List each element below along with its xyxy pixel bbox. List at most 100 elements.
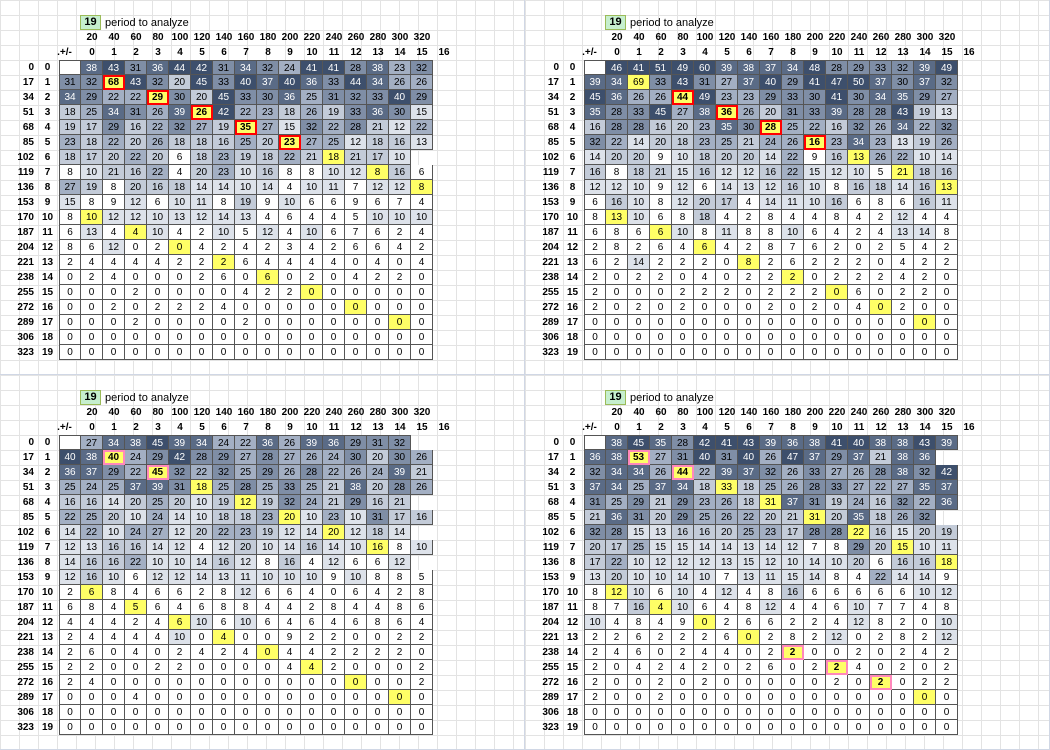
table-cell[interactable]: 0 [235, 270, 257, 285]
table-cell[interactable]: 13 [584, 570, 606, 585]
table-cell[interactable]: 0 [411, 720, 433, 735]
table-cell[interactable]: 10 [628, 585, 650, 600]
table-cell[interactable]: 35 [716, 120, 738, 135]
table-cell[interactable]: 4 [628, 660, 650, 675]
table-cell[interactable]: 8 [389, 540, 411, 555]
table-cell[interactable]: 31 [323, 90, 345, 105]
table-cell[interactable]: 28 [606, 525, 628, 540]
table-cell[interactable]: 8 [59, 165, 81, 180]
table-cell[interactable]: 22 [147, 165, 169, 180]
table-cell[interactable]: 4 [169, 165, 191, 180]
table-cell[interactable]: 29 [628, 495, 650, 510]
table-cell[interactable]: 19 [235, 150, 257, 165]
table-cell[interactable]: 26 [279, 465, 301, 480]
table-cell[interactable]: 0 [870, 300, 892, 315]
table-cell[interactable]: 44 [345, 75, 367, 90]
table-cell[interactable]: 25 [628, 540, 650, 555]
table-cell[interactable]: 0 [279, 300, 301, 315]
table-cell[interactable]: 0 [650, 330, 672, 345]
table-cell[interactable]: 0 [147, 690, 169, 705]
table-cell[interactable]: 0 [848, 315, 870, 330]
table-cell[interactable]: 10 [367, 210, 389, 225]
table-cell[interactable]: 0 [301, 705, 323, 720]
table-cell[interactable]: 39 [914, 60, 936, 75]
table-cell[interactable]: 2 [389, 585, 411, 600]
table-cell[interactable]: 49 [936, 60, 958, 75]
table-cell[interactable]: 0 [235, 630, 257, 645]
table-cell[interactable]: 20 [279, 510, 301, 525]
table-cell[interactable]: 12 [826, 630, 848, 645]
table-cell[interactable]: 10 [936, 615, 958, 630]
table-cell[interactable]: 10 [694, 570, 716, 585]
table-cell[interactable]: 26 [301, 450, 323, 465]
table-cell[interactable]: 4 [191, 645, 213, 660]
table-cell[interactable]: 8 [870, 615, 892, 630]
table-cell[interactable]: 0 [345, 345, 367, 360]
table-cell[interactable]: 32 [279, 495, 301, 510]
table-cell[interactable]: 22 [103, 90, 125, 105]
table-cell[interactable]: 25 [606, 495, 628, 510]
table-cell[interactable] [59, 435, 81, 450]
table-cell[interactable]: 14 [716, 180, 738, 195]
table-cell[interactable]: 0 [650, 645, 672, 660]
table-cell[interactable]: 31 [804, 495, 826, 510]
table-cell[interactable]: 0 [323, 585, 345, 600]
table-cell[interactable]: 0 [606, 345, 628, 360]
table-cell[interactable]: 31 [716, 450, 738, 465]
table-cell[interactable]: 0 [848, 675, 870, 690]
table-cell[interactable]: 10 [103, 525, 125, 540]
table-cell[interactable]: 9 [650, 180, 672, 195]
table-cell[interactable]: 0 [848, 720, 870, 735]
table-cell[interactable]: 11 [760, 570, 782, 585]
table-cell[interactable]: 2 [169, 660, 191, 675]
table-cell[interactable]: 38 [81, 450, 103, 465]
table-cell[interactable]: 0 [389, 285, 411, 300]
table-cell[interactable]: 20 [694, 195, 716, 210]
table-cell[interactable]: 27 [650, 450, 672, 465]
table-cell[interactable]: 12 [235, 585, 257, 600]
table-cell[interactable]: 2 [892, 615, 914, 630]
table-cell[interactable]: 15 [411, 105, 433, 120]
table-cell[interactable]: 0 [59, 285, 81, 300]
table-cell[interactable]: 7 [389, 195, 411, 210]
table-cell[interactable]: 12 [782, 540, 804, 555]
table-cell[interactable]: 10 [147, 225, 169, 240]
table-cell[interactable]: 4 [848, 300, 870, 315]
table-cell[interactable]: 28 [760, 120, 782, 135]
table-cell[interactable]: 0 [191, 660, 213, 675]
table-cell[interactable]: 0 [147, 345, 169, 360]
table-cell[interactable]: 2 [628, 270, 650, 285]
table-cell[interactable]: 0 [367, 315, 389, 330]
table-cell[interactable]: 4 [345, 270, 367, 285]
table-cell[interactable]: 0 [345, 315, 367, 330]
table-cell[interactable]: 27 [848, 480, 870, 495]
table-cell[interactable]: 43 [125, 75, 147, 90]
table-cell[interactable]: 16 [103, 555, 125, 570]
table-cell[interactable]: 13 [892, 225, 914, 240]
table-cell[interactable]: 37 [760, 60, 782, 75]
table-cell[interactable]: 41 [628, 60, 650, 75]
table-cell[interactable]: 10 [914, 540, 936, 555]
table-cell[interactable]: 16 [59, 495, 81, 510]
table-cell[interactable]: 28 [672, 435, 694, 450]
table-cell[interactable]: 20 [650, 510, 672, 525]
table-cell[interactable]: 10 [125, 510, 147, 525]
table-cell[interactable]: 4 [914, 210, 936, 225]
table-cell[interactable]: 4 [169, 600, 191, 615]
table-cell[interactable]: 19 [81, 180, 103, 195]
table-cell[interactable]: 8 [606, 225, 628, 240]
table-cell[interactable]: 0 [716, 720, 738, 735]
table-cell[interactable]: 21 [782, 510, 804, 525]
table-cell[interactable]: 16 [147, 180, 169, 195]
table-cell[interactable]: 22 [914, 495, 936, 510]
table-cell[interactable]: 38 [606, 450, 628, 465]
table-cell[interactable]: 42 [936, 465, 958, 480]
table-cell[interactable]: 8 [826, 540, 848, 555]
table-cell[interactable]: 37 [848, 450, 870, 465]
table-cell[interactable]: 0 [213, 345, 235, 360]
table-cell[interactable]: 26 [411, 480, 433, 495]
table-cell[interactable]: 9 [323, 570, 345, 585]
table-cell[interactable]: 0 [892, 675, 914, 690]
table-cell[interactable]: 2 [694, 255, 716, 270]
table-cell[interactable]: 2 [848, 225, 870, 240]
